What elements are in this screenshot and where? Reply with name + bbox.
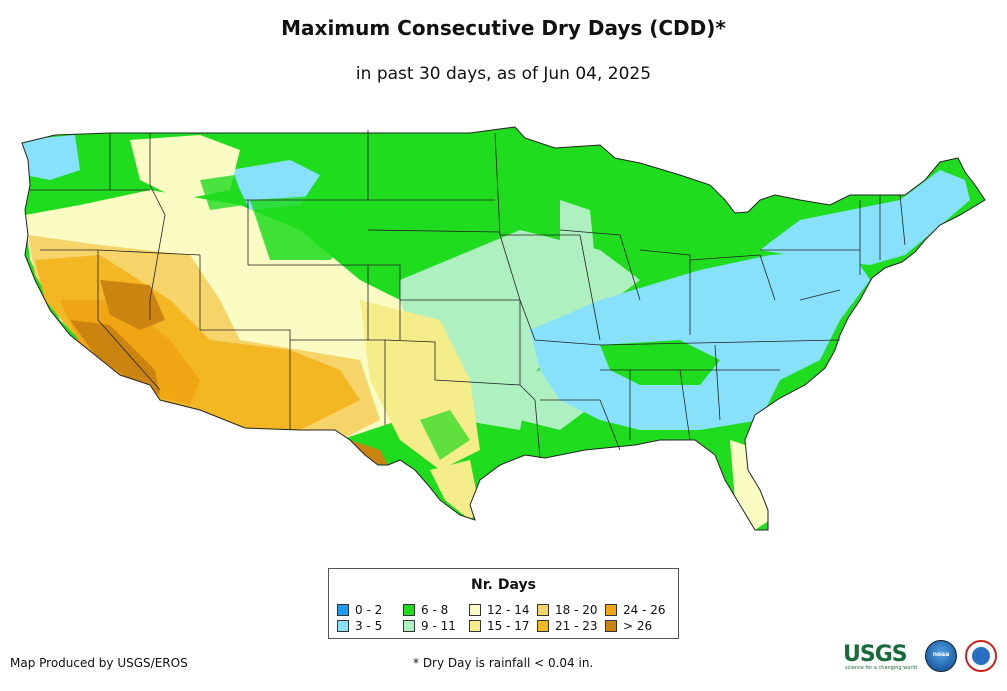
legend-item: 3 - 5 — [337, 619, 382, 633]
legend-item: 21 - 23 — [537, 619, 598, 633]
legend-item: > 26 — [605, 619, 652, 633]
legend-label: 15 - 17 — [487, 619, 530, 633]
legend-item: 24 - 26 — [605, 603, 666, 617]
agency-logos: USGS science for a changing world noaa — [843, 638, 1003, 674]
legend-label: 24 - 26 — [623, 603, 666, 617]
legend-item: 6 - 8 — [403, 603, 448, 617]
map-subtitle: in past 30 days, as of Jun 04, 2025 — [355, 64, 652, 84]
noaa-logo-text: noaa — [932, 651, 950, 658]
legend-swatch — [605, 620, 617, 632]
legend-swatch — [403, 620, 415, 632]
legend-swatch — [469, 604, 481, 616]
legend-swatch — [337, 620, 349, 632]
map-title: Maximum Consecutive Dry Days (CDD)* — [281, 16, 726, 40]
legend-swatch — [403, 604, 415, 616]
legend-swatch — [537, 620, 549, 632]
legend-swatch — [469, 620, 481, 632]
legend-swatch — [337, 604, 349, 616]
legend-item: 0 - 2 — [337, 603, 382, 617]
legend-label: 18 - 20 — [555, 603, 598, 617]
legend-label: > 26 — [623, 619, 653, 633]
legend-item: 9 - 11 — [403, 619, 456, 633]
legend-label: 0 - 2 — [355, 603, 383, 617]
usgs-tagline: science for a changing world — [845, 665, 917, 671]
legend-item: 18 - 20 — [537, 603, 598, 617]
legend-label: 6 - 8 — [421, 603, 449, 617]
cdd-map — [21, 126, 986, 531]
legend-item: 12 - 14 — [469, 603, 530, 617]
legend-item: 15 - 17 — [469, 619, 530, 633]
legend-title: Nr. Days — [471, 577, 536, 593]
legend-swatch — [537, 604, 549, 616]
legend-label: 3 - 5 — [355, 619, 383, 633]
footnote: * Dry Day is rainfall < 0.04 in. — [413, 656, 594, 670]
legend-label: 9 - 11 — [421, 619, 456, 633]
usgs-logo: USGS — [843, 642, 908, 667]
credit-text: Map Produced by USGS/EROS — [10, 656, 188, 670]
noaa-logo: noaa — [925, 640, 957, 672]
legend-label: 21 - 23 — [555, 619, 598, 633]
legend-label: 12 - 14 — [487, 603, 530, 617]
legend-swatch — [605, 604, 617, 616]
nws-logo — [965, 640, 997, 672]
legend: Nr. Days 0 - 2 3 - 5 6 - 8 9 - 11 12 - 14 15 … — [328, 568, 679, 639]
